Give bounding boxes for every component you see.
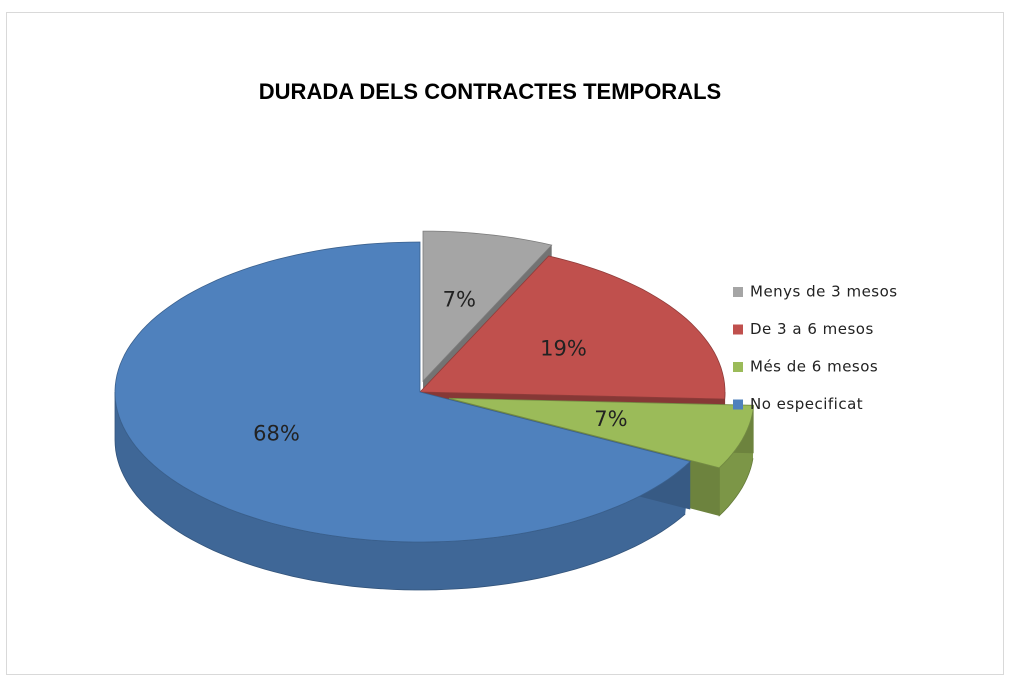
slice	[114, 241, 692, 543]
data-label: 68%	[253, 422, 300, 446]
slice	[422, 230, 553, 383]
legend-swatch	[733, 324, 743, 335]
legend-label: No especificat	[750, 395, 863, 413]
legend-label: Menys de 3 mesos	[750, 283, 898, 301]
legend-label: De 3 a 6 mesos	[750, 320, 874, 338]
legend-swatch	[733, 287, 743, 297]
chart-title: DURADA DELS CONTRACTES TEMPORALS	[259, 79, 721, 104]
slice	[448, 397, 755, 469]
legend-swatch	[733, 362, 743, 372]
data-label: 7%	[443, 288, 476, 312]
data-label: 19%	[540, 336, 587, 360]
legend-swatch	[733, 399, 743, 410]
data-label: 7%	[594, 407, 627, 431]
legend-label: Més de 6 mesos	[750, 358, 878, 376]
slice	[419, 255, 726, 400]
